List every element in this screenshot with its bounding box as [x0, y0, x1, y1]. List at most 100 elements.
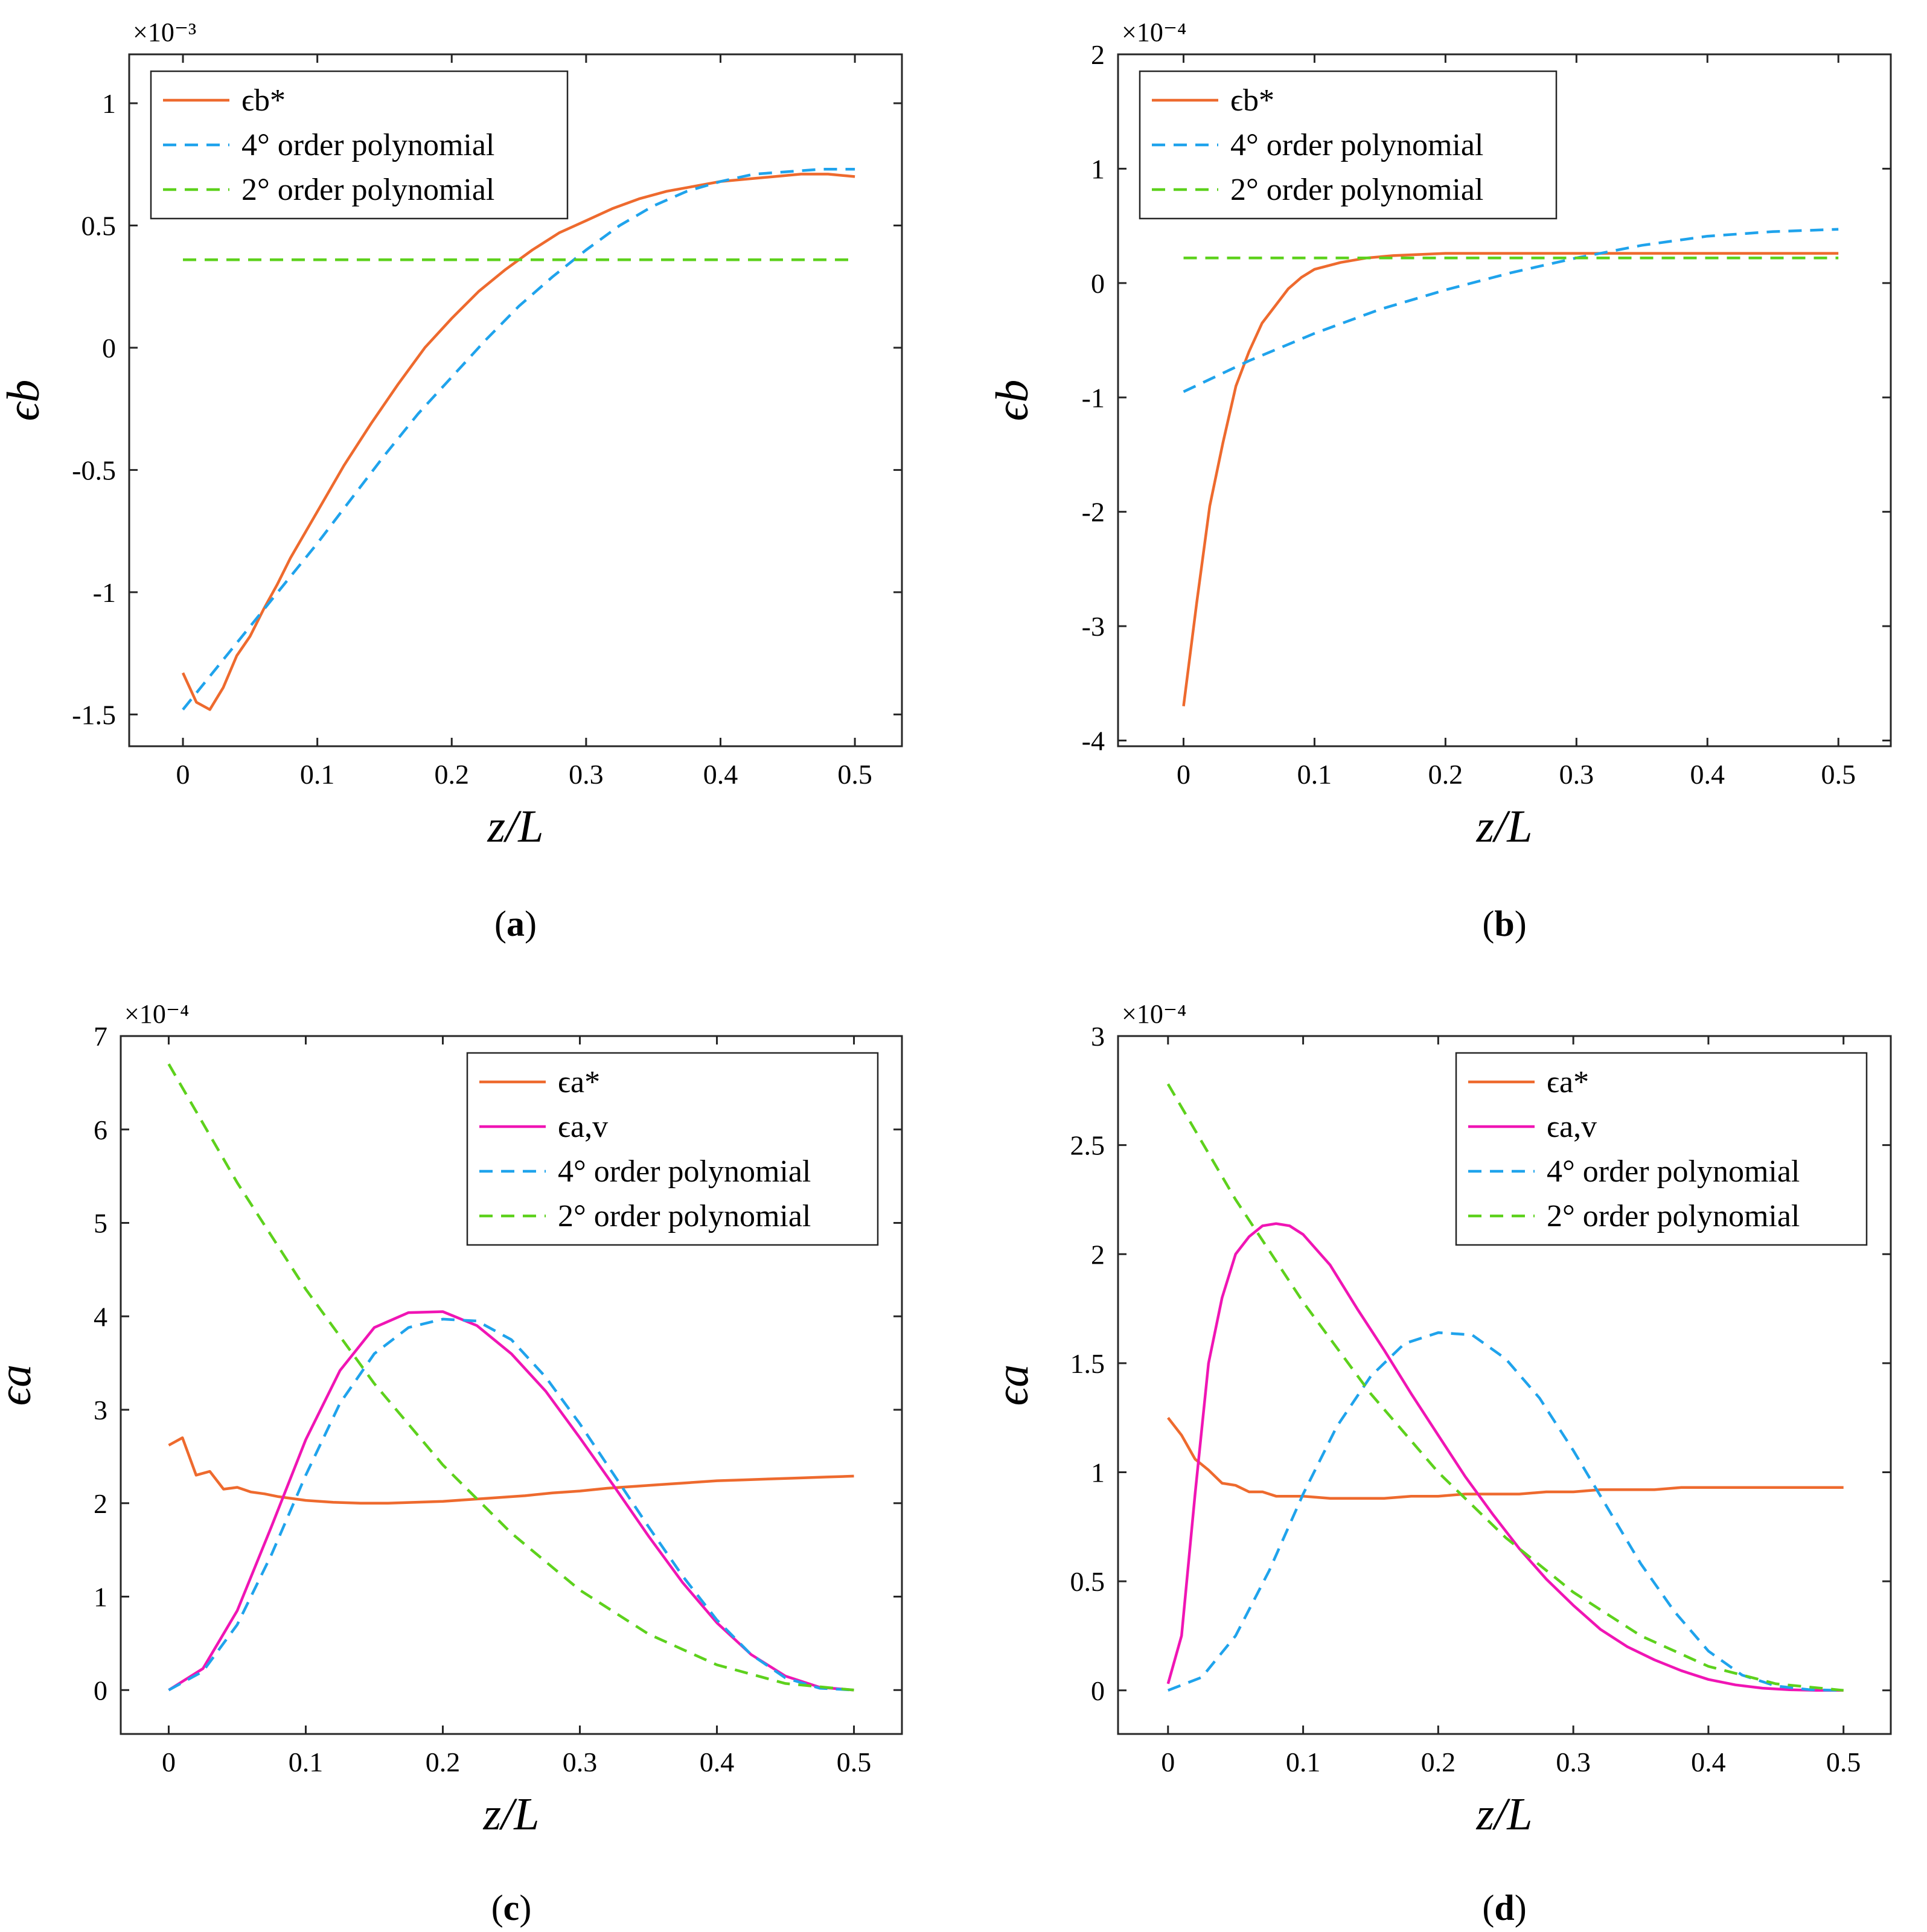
legend-entry: 2° order polynomial [558, 1199, 811, 1233]
y-tick-label: 3 [94, 1395, 107, 1425]
x-tick-label: 0.5 [837, 1747, 872, 1777]
y-tick-label: 2 [1091, 39, 1105, 70]
series-line-1 [168, 1436, 854, 1505]
legend-box [466, 1052, 879, 1246]
x-tick-label: 0.2 [1428, 759, 1463, 790]
legend: ϵa* ϵa,v 4° order polynomial 2° order polyn… [1455, 1052, 1868, 1246]
legend-entry: 4° order polynomial [558, 1154, 811, 1189]
x-tick-label: 0.2 [435, 759, 470, 790]
panel-caption: (c) [491, 1888, 532, 1928]
x-tick-label: 0 [1177, 759, 1190, 790]
series-line-2 [168, 1310, 854, 1692]
x-axis-label: z/L [487, 801, 544, 852]
y-exponent-label: ×10⁻⁴ [124, 999, 189, 1029]
y-tick-label: -1.5 [72, 699, 116, 730]
x-tick-label: 0.5 [1821, 759, 1856, 790]
y-tick-label: -0.5 [72, 455, 116, 485]
chart-panel-b: 0 0.1 0.2 0.3 0.4 0.5 -4 -3 -2 -1 0 1 2 ×10⁻⁴ z/L ϵb (b)… [987, 18, 1892, 944]
series-line-2 [182, 168, 855, 711]
y-tick-label: 1 [102, 88, 116, 119]
y-tick-label: 4 [94, 1301, 107, 1332]
legend-box [1139, 70, 1558, 220]
legend-entry: ϵa* [1547, 1065, 1589, 1099]
y-axis-label: ϵa [987, 1364, 1038, 1406]
y-tick-label: -1 [93, 577, 116, 608]
legend-entry: 4° order polynomial [1547, 1154, 1800, 1189]
series-line-1 [181, 173, 855, 711]
y-tick-label: -4 [1082, 726, 1105, 756]
legend-entry: 2° order polynomial [241, 173, 494, 207]
x-tick-label: 0 [176, 759, 190, 790]
panel-caption: (a) [494, 904, 537, 944]
panel-caption-letter: d [1494, 1888, 1514, 1928]
legend-entry: ϵa* [558, 1065, 600, 1099]
x-tick-label: 0.1 [289, 1747, 324, 1777]
x-axis-label: z/L [483, 1789, 540, 1840]
series-line-2 [1183, 228, 1839, 393]
legend-entry: 4° order polynomial [241, 128, 494, 162]
y-tick-label: 1 [1091, 153, 1105, 184]
y-tick-label: 5 [94, 1208, 107, 1239]
x-tick-label: 0.4 [1690, 759, 1725, 790]
chart-panel-c: 0 0.1 0.2 0.3 0.4 0.5 0 1 2 3 4 5 6 7 ×10⁻⁴ z/L ϵa (c) ϵa*… [0, 999, 903, 1928]
legend-entry: 4° order polynomial [1230, 128, 1483, 162]
legend-entry: 2° order polynomial [1547, 1199, 1800, 1233]
x-tick-label: 0 [1161, 1747, 1175, 1777]
x-axis-label: z/L [1476, 801, 1533, 852]
y-tick-label: 7 [94, 1021, 107, 1052]
y-tick-label: 0 [94, 1675, 107, 1706]
y-tick-label: 0 [1091, 1675, 1105, 1706]
series-line-2 [1166, 1222, 1844, 1692]
x-tick-label: 0.3 [1559, 759, 1594, 790]
y-tick-label: 1 [94, 1582, 107, 1613]
panel-caption: (b) [1482, 904, 1526, 944]
y-tick-label: -2 [1082, 497, 1105, 528]
y-axis-label: ϵa [0, 1364, 40, 1406]
panel-caption-letter: c [503, 1888, 520, 1928]
chart-panel-a: 0 0.1 0.2 0.3 0.4 0.5 -1.5 -1 -0.5 0 0.5 1 ×10⁻³ z/L ϵ… [0, 18, 903, 944]
series-line-4 [1166, 1083, 1844, 1692]
y-tick-label: 0.5 [1070, 1566, 1105, 1597]
series-line-4 [167, 1063, 854, 1692]
x-tick-label: 0.2 [426, 1747, 461, 1777]
y-tick-label: 2.5 [1070, 1130, 1105, 1161]
x-tick-label: 0 [162, 1747, 176, 1777]
series-line-1 [1167, 1416, 1844, 1500]
x-tick-label: 0.4 [703, 759, 738, 790]
y-exponent-label: ×10⁻⁴ [1122, 18, 1186, 47]
y-tick-label: 0 [102, 333, 116, 363]
series-line-3 [1167, 1331, 1844, 1692]
x-tick-label: 0.3 [563, 1747, 598, 1777]
legend-box [1455, 1052, 1868, 1246]
y-tick-label: 0.5 [81, 210, 117, 241]
x-tick-label: 0.2 [1421, 1747, 1456, 1777]
x-tick-label: 0.1 [300, 759, 335, 790]
legend: ϵb* 4° order polynomial 2° order polynomia… [1139, 70, 1558, 220]
x-axis-label: z/L [1476, 1789, 1533, 1840]
y-tick-label: 1 [1091, 1457, 1105, 1488]
y-tick-label: 2 [1091, 1239, 1105, 1270]
series-line-3 [168, 1317, 854, 1692]
y-exponent-label: ×10⁻⁴ [1122, 999, 1186, 1029]
legend: ϵb* 4° order polynomial 2° order polynomia… [150, 70, 569, 220]
legend-entry: ϵb* [1230, 83, 1274, 118]
series-line-1 [1182, 252, 1839, 706]
panel-caption-letter: a [507, 904, 525, 944]
panel-caption: (d) [1482, 1888, 1526, 1928]
panel-caption-letter: b [1494, 904, 1514, 944]
y-axis-label: ϵb [987, 380, 1038, 421]
x-tick-label: 0.1 [1297, 759, 1332, 790]
y-tick-label: 1.5 [1070, 1348, 1105, 1379]
x-tick-label: 0.4 [1691, 1747, 1726, 1777]
chart-panel-d: 0 0.1 0.2 0.3 0.4 0.5 0 0.5 1 1.5 2 2.5 3 ×10⁻⁴ z/L ϵa (… [987, 999, 1892, 1928]
legend: ϵa* ϵa,v 4° order polynomial 2° order polyn… [466, 1052, 879, 1246]
legend-box [150, 70, 569, 220]
legend-entry: ϵa,v [558, 1110, 608, 1144]
y-tick-label: 2 [94, 1488, 107, 1519]
y-axis-label: ϵb [0, 380, 49, 421]
axes-box [128, 53, 903, 747]
y-tick-label: 6 [94, 1115, 107, 1145]
axes-box [1117, 53, 1892, 747]
legend-entry: ϵa,v [1547, 1110, 1597, 1144]
